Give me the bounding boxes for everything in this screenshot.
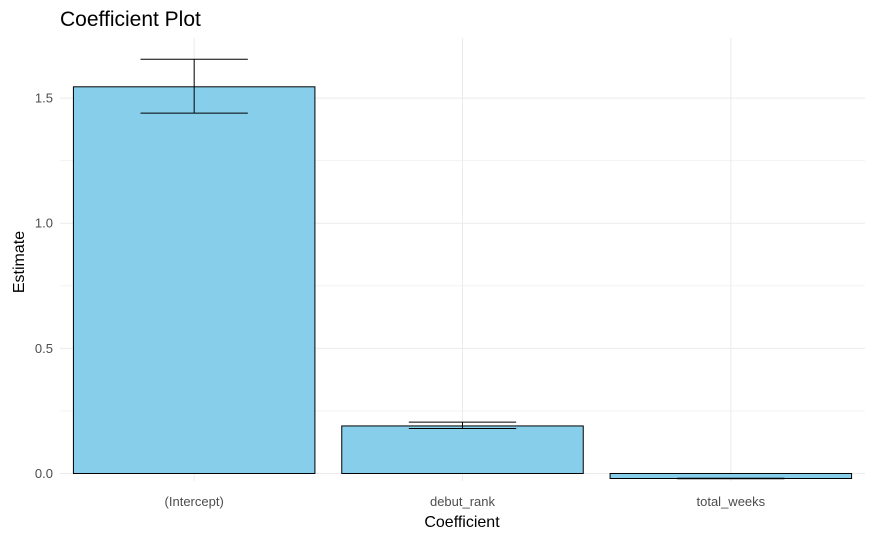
error-bar <box>408 421 517 429</box>
x-tick-label: debut_rank <box>430 494 496 509</box>
y-axis-title: Estimate <box>11 231 28 293</box>
x-axis-ticks: (Intercept) debut_rank total_weeks <box>165 494 766 509</box>
bar <box>72 86 316 474</box>
x-tick-label: total_weeks <box>697 494 766 509</box>
chart-title: Coefficient Plot <box>60 8 201 31</box>
error-bar <box>677 477 785 480</box>
y-tick-label: 0.5 <box>35 341 53 356</box>
x-axis-title: Coefficient <box>424 514 500 531</box>
y-tick-label: 0.0 <box>35 466 53 481</box>
y-tick-label: 1.5 <box>35 91 53 106</box>
bar <box>341 425 584 474</box>
bar <box>609 472 853 479</box>
error-bar <box>140 58 248 114</box>
y-tick-label: 1.0 <box>35 216 53 231</box>
y-axis-ticks: 0.0 0.5 1.0 1.5 <box>35 91 53 481</box>
error-bars <box>140 58 785 480</box>
x-tick-label: (Intercept) <box>165 494 224 509</box>
bars <box>72 86 853 479</box>
